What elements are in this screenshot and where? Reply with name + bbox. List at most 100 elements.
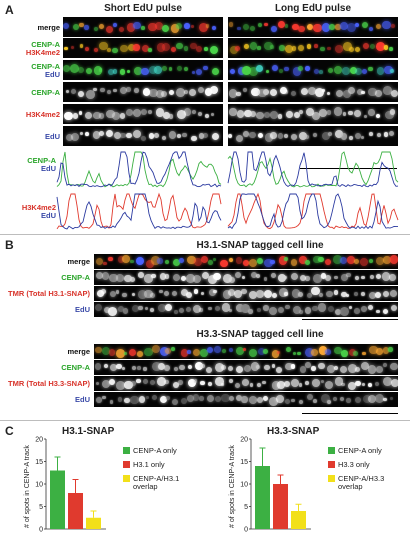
- bar-1-2: [291, 511, 306, 529]
- panel-a-row-label-1: CENP-A H3K4me2: [26, 41, 60, 57]
- error-bar-1-2: [295, 503, 302, 511]
- panel-b-row-label-0-0: merge: [67, 257, 90, 266]
- profile-trace-1-0: [227, 151, 399, 188]
- col-title-long-edu: Long EdU pulse: [274, 3, 352, 14]
- error-bar-0-1: [72, 479, 79, 493]
- divider-b-c: [0, 420, 410, 421]
- panel-b-strip-0-3: [94, 302, 398, 317]
- panel-a-strip-short-0: [63, 17, 223, 37]
- profile-trace-3-1: [227, 193, 399, 230]
- bar-0-1: [68, 493, 83, 529]
- panel-a-row-label-2: CENP-A EdU: [31, 63, 60, 79]
- legend-item-1-2: CENP-A/H3.3 overlap: [328, 475, 384, 491]
- profile-trace-2-0: [56, 192, 222, 230]
- panel-b-row-label-1-1: CENP-A: [61, 363, 90, 372]
- legend-swatch: [328, 461, 335, 468]
- panel-a-strip-long-2: [228, 60, 398, 80]
- y-tick-label: 5: [244, 504, 248, 511]
- panel-a-row-label-4: H3K4me2: [26, 111, 60, 119]
- panel-a-row-label-3: CENP-A: [31, 89, 60, 97]
- panel-b-strip-0-2: [94, 286, 398, 301]
- legend-item-0-1: H3.1 only: [123, 461, 165, 469]
- error-bar-0-2: [90, 510, 97, 518]
- panel-b-row-label-0-3: EdU: [75, 305, 90, 314]
- panel-a-strip-short-4: [63, 104, 223, 124]
- panel-a-row-label-0: merge: [37, 24, 60, 32]
- panel-b-row-label-0-1: CENP-A: [61, 273, 90, 282]
- panel-a-row-label-0-line: merge: [37, 23, 60, 32]
- profile-trace-2-1: [56, 193, 222, 230]
- profile-trace-3-0: [227, 192, 399, 230]
- panel-a-profile-label-0-line: EdU: [41, 164, 56, 173]
- profile-trace-0-0: [56, 151, 222, 188]
- panel-b-row-label-1-2: TMR (Total H3.3-SNAP): [8, 379, 90, 388]
- y-tick-label: 10: [240, 482, 248, 489]
- chart-title-1: H3.3-SNAP: [267, 426, 320, 437]
- panel-a-letter: A: [5, 3, 14, 17]
- panel-a-row-label-5-line: EdU: [45, 132, 60, 141]
- panel-b-strip-1-2: [94, 376, 398, 391]
- legend-swatch: [123, 475, 130, 482]
- profile-trace-1-1: [227, 151, 399, 188]
- legend-item-0-0: CENP-A only: [123, 447, 177, 455]
- panel-c-letter: C: [5, 424, 14, 438]
- panel-a-profile-label-1-line: H3K4me2: [21, 203, 56, 212]
- panel-b-row-label-1-0: merge: [67, 347, 90, 356]
- panel-b-strip-1-1: [94, 360, 398, 375]
- y-tick-label: 15: [240, 459, 248, 466]
- panel-b-strip-1-3: [94, 392, 398, 407]
- legend-swatch: [328, 475, 335, 482]
- legend-label: CENP-A only: [133, 446, 177, 455]
- group-title-h31: H3.1-SNAP tagged cell line: [196, 240, 324, 251]
- y-tick-label: 10: [35, 482, 43, 489]
- legend-item-0-2: CENP-A/H3.1 overlap: [123, 475, 179, 491]
- panel-a-strip-long-4: [228, 104, 398, 124]
- legend-swatch: [123, 447, 130, 454]
- panel-a-strip-short-1: [63, 38, 223, 58]
- panel-a-strip-short-5: [63, 126, 223, 146]
- panel-b-strip-1-0: [94, 344, 398, 359]
- divider-a-b: [0, 234, 410, 235]
- group-title-h33: H3.3-SNAP tagged cell line: [196, 329, 324, 340]
- legend-item-1-1: H3.3 only: [328, 461, 370, 469]
- panel-b-strip-0-0: [94, 254, 398, 269]
- panel-a-strip-long-0: [228, 17, 398, 37]
- y-tick-label: 0: [39, 527, 43, 534]
- panel-a-profile-label-1: H3K4me2 EdU: [22, 204, 56, 220]
- panel-a-row-label-2-line: CENP-A: [31, 62, 60, 71]
- error-bar-1-1: [277, 474, 284, 484]
- panel-a-profile-label-0-line: CENP-A: [27, 156, 56, 165]
- y-tick-label: 20: [35, 437, 43, 444]
- error-bar-0-0: [54, 456, 61, 471]
- legend-swatch: [328, 447, 335, 454]
- panel-a-strip-short-2: [63, 60, 223, 80]
- panel-b-row-label-0-2: TMR (Total H3.1-SNAP): [8, 289, 90, 298]
- y-tick-label: 15: [35, 459, 43, 466]
- bar-1-0: [255, 466, 270, 529]
- legend-label: CENP-A/H3.3 overlap: [338, 474, 385, 491]
- legend-swatch: [123, 461, 130, 468]
- panel-b-strip-0-1: [94, 270, 398, 285]
- bar-chart-1: 0 5 10 15 20: [240, 437, 311, 534]
- panel-a-row-label-1-line: H3K4me2: [25, 48, 60, 57]
- bar-1-1: [273, 484, 288, 529]
- panel-b-letter: B: [5, 238, 14, 252]
- y-tick-label: 0: [244, 527, 248, 534]
- panel-a-row-label-2-line: EdU: [45, 70, 60, 79]
- panel-a-strip-long-5: [228, 126, 398, 146]
- bar-0-2: [86, 517, 101, 529]
- panel-a-strip-short-3: [63, 82, 223, 102]
- col-title-short-edu: Short EdU pulse: [104, 3, 182, 14]
- panel-a-intensity-profiles: [56, 151, 399, 230]
- y-tick-label: 5: [39, 504, 43, 511]
- panel-a-profile-label-1-line: EdU: [41, 211, 56, 220]
- legend-label: H3.1 only: [133, 460, 165, 469]
- panel-b-scale-bar-1: [302, 319, 398, 320]
- panel-a-row-label-4-line: H3K4me2: [25, 110, 60, 119]
- panel-a-row-label-5: EdU: [45, 133, 60, 141]
- legend-label: H3.3 only: [338, 460, 370, 469]
- error-bar-1-0: [259, 447, 266, 466]
- panel-a-row-label-1-line: CENP-A: [31, 40, 60, 49]
- chart-title-0: H3.1-SNAP: [62, 426, 115, 437]
- legend-label: CENP-A only: [338, 446, 382, 455]
